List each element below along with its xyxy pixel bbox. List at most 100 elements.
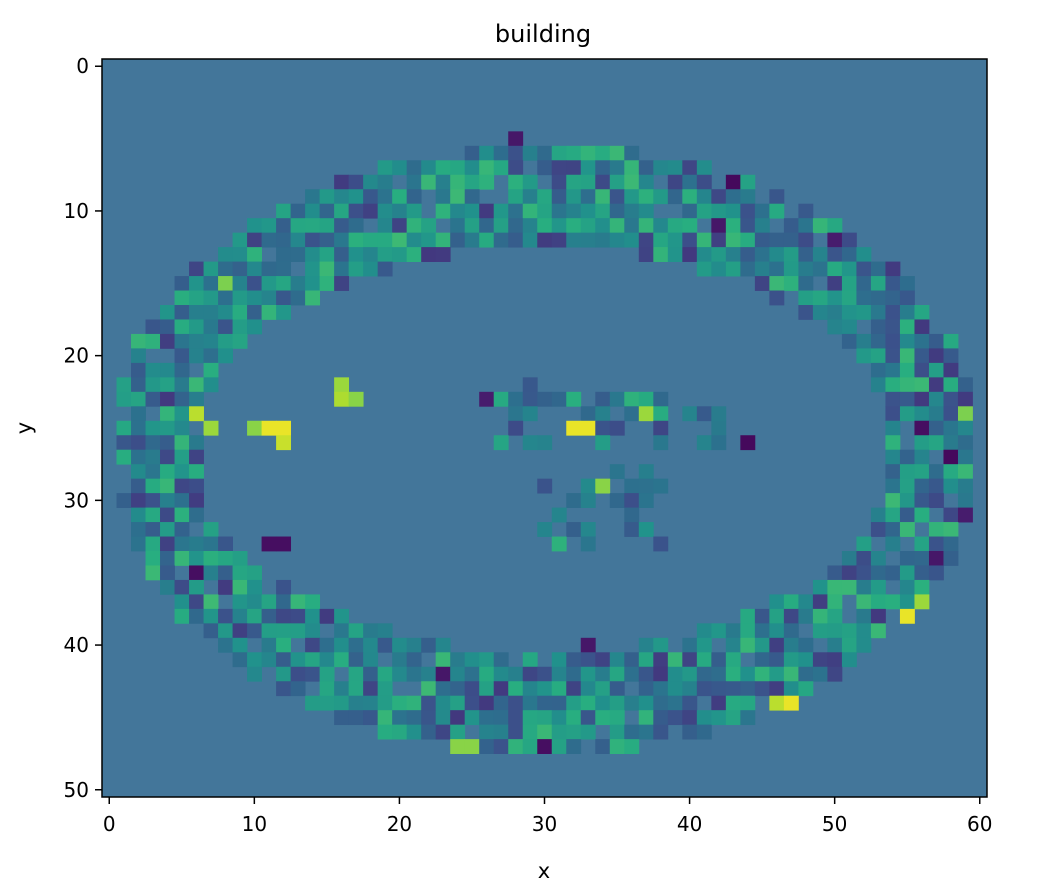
heatmap-cell — [131, 493, 146, 508]
heatmap-cell — [667, 710, 683, 726]
heatmap-cell — [827, 637, 843, 653]
heatmap-cell — [189, 305, 204, 320]
heatmap-cell — [377, 232, 393, 248]
heatmap-cell — [841, 276, 857, 291]
heatmap-cell — [609, 652, 625, 668]
heatmap-cell — [667, 218, 683, 234]
heatmap-cell — [914, 565, 930, 581]
heatmap-cell — [131, 391, 146, 407]
heatmap-cell — [580, 160, 596, 176]
heatmap-cell — [595, 174, 611, 190]
heatmap-cell — [522, 189, 538, 205]
heatmap-cell — [363, 710, 379, 726]
heatmap-cell — [160, 420, 175, 436]
heatmap-cell — [740, 623, 756, 639]
heatmap-cell — [522, 739, 538, 754]
heatmap-cell — [334, 247, 350, 262]
heatmap-cell — [827, 290, 843, 306]
heatmap-cell — [783, 276, 799, 291]
heatmap-cell — [885, 594, 901, 610]
heatmap-cell — [580, 536, 596, 552]
heatmap-cell — [943, 435, 959, 451]
heatmap-cell — [189, 290, 204, 306]
heatmap-cell — [914, 362, 930, 378]
heatmap-cell — [870, 579, 886, 595]
heatmap-cell — [653, 435, 669, 451]
heatmap-cell — [580, 218, 596, 234]
heatmap-cell — [116, 420, 132, 436]
heatmap-cell — [711, 218, 727, 234]
heatmap-cell — [899, 449, 915, 465]
heatmap-cell — [754, 203, 770, 219]
heatmap-cell — [319, 261, 335, 277]
heatmap-cell — [783, 594, 799, 610]
heatmap-cell — [450, 160, 466, 176]
heatmap-cell — [914, 391, 930, 407]
heatmap-cell — [754, 247, 770, 262]
heatmap-cell — [885, 290, 901, 306]
heatmap-cell — [653, 652, 669, 668]
heatmap-cell — [841, 579, 857, 595]
heatmap-cell — [914, 594, 930, 610]
heatmap-cell — [856, 579, 872, 595]
heatmap-cell — [943, 478, 959, 494]
heatmap-cell — [145, 377, 161, 393]
heatmap-cell — [392, 666, 408, 682]
heatmap-cell — [812, 579, 828, 595]
heatmap-cell — [334, 681, 350, 697]
heatmap-cell — [203, 290, 219, 306]
heatmap-cell — [232, 276, 248, 291]
heatmap-cell — [609, 218, 625, 234]
heatmap-cell — [160, 478, 175, 494]
heatmap-cell — [160, 551, 175, 566]
heatmap-cell — [218, 608, 233, 624]
heatmap-cell — [203, 565, 219, 581]
heatmap-cell — [740, 435, 756, 451]
heatmap-cell — [348, 218, 364, 234]
heatmap-cell — [899, 565, 915, 581]
heatmap-cell — [769, 652, 785, 668]
heatmap-cell — [276, 681, 292, 697]
heatmap-cell — [247, 652, 262, 668]
heatmap-cell — [783, 623, 799, 639]
heatmap-cell — [261, 623, 277, 639]
heatmap-cell — [754, 218, 770, 234]
heatmap-cell — [899, 464, 915, 480]
heatmap-cell — [276, 666, 292, 682]
heatmap-cell — [566, 724, 582, 740]
heatmap-cell — [160, 406, 175, 422]
heatmap-cell — [827, 565, 843, 581]
heatmap-cell — [609, 189, 625, 205]
heatmap-cell — [899, 377, 915, 393]
heatmap-cell — [856, 305, 872, 320]
heatmap-cell — [203, 377, 219, 393]
heatmap-cell — [479, 666, 495, 682]
heatmap-cell — [334, 377, 350, 393]
heatmap-cell — [914, 348, 930, 364]
heatmap-cell — [218, 579, 233, 595]
heatmap-cell — [377, 261, 393, 277]
heatmap-cell — [667, 232, 683, 248]
heatmap-cell — [537, 478, 553, 494]
heatmap-cell — [899, 493, 915, 508]
heatmap-cell — [363, 666, 379, 682]
heatmap-cells — [102, 59, 987, 797]
heatmap-cell — [450, 710, 466, 726]
heatmap-cell — [232, 232, 248, 248]
heatmap-cell — [624, 203, 640, 219]
heatmap-cell — [537, 160, 553, 176]
heatmap-cell — [624, 406, 640, 422]
heatmap-cell — [377, 666, 393, 682]
heatmap-cell — [711, 203, 727, 219]
heatmap-cell — [319, 247, 335, 262]
heatmap-cell — [145, 565, 161, 581]
heatmap-cell — [638, 695, 654, 711]
heatmap-cell — [696, 247, 712, 262]
heatmap-cell — [798, 290, 814, 306]
heatmap-cell — [131, 536, 146, 552]
heatmap-cell — [870, 305, 886, 320]
heatmap-cell — [783, 681, 799, 697]
heatmap-cell — [580, 420, 596, 436]
heatmap-cell — [957, 464, 973, 480]
heatmap-cell — [653, 681, 669, 697]
